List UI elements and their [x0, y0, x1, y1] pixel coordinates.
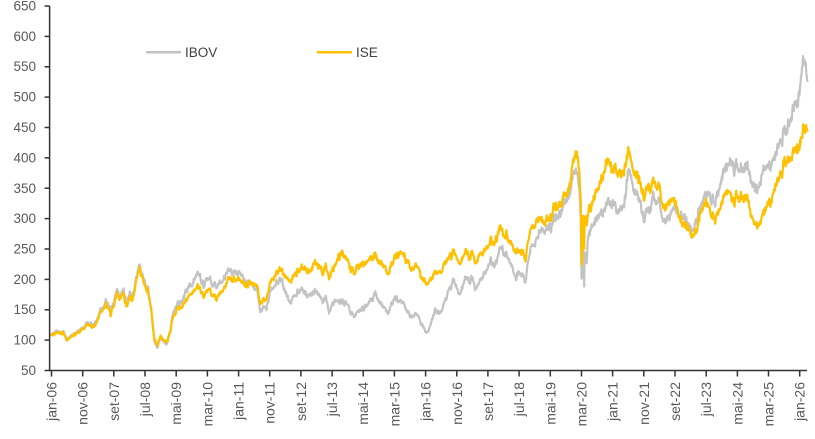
svg-text:400: 400	[13, 150, 36, 165]
svg-text:200: 200	[13, 272, 36, 287]
svg-text:jan-26: jan-26	[792, 382, 808, 422]
svg-text:jul-23: jul-23	[698, 382, 714, 417]
svg-text:nov-06: nov-06	[75, 382, 91, 425]
svg-text:150: 150	[13, 302, 36, 317]
svg-text:ISE: ISE	[356, 45, 378, 60]
svg-text:mar-10: mar-10	[199, 382, 215, 427]
svg-text:set-07: set-07	[106, 382, 122, 421]
svg-text:mar-20: mar-20	[574, 382, 590, 427]
svg-text:100: 100	[13, 333, 36, 348]
svg-text:jan-16: jan-16	[418, 382, 434, 422]
svg-text:mar-15: mar-15	[386, 382, 402, 427]
svg-text:set-12: set-12	[293, 382, 309, 421]
svg-text:350: 350	[13, 181, 36, 196]
svg-text:650: 650	[13, 0, 36, 14]
svg-text:450: 450	[13, 120, 36, 135]
svg-text:mai-09: mai-09	[168, 382, 184, 425]
svg-text:600: 600	[13, 29, 36, 44]
svg-text:300: 300	[13, 211, 36, 226]
svg-text:set-17: set-17	[480, 382, 496, 421]
svg-text:mai-19: mai-19	[542, 382, 558, 425]
svg-text:500: 500	[13, 90, 36, 105]
svg-text:nov-11: nov-11	[262, 382, 278, 424]
svg-text:jul-18: jul-18	[511, 382, 527, 417]
svg-text:jul-13: jul-13	[324, 382, 340, 417]
svg-text:nov-16: nov-16	[449, 382, 465, 425]
svg-text:550: 550	[13, 59, 36, 74]
svg-text:250: 250	[13, 242, 36, 257]
svg-text:mai-14: mai-14	[355, 382, 371, 425]
svg-text:mai-24: mai-24	[729, 382, 745, 425]
svg-text:jan-06: jan-06	[44, 382, 60, 422]
svg-text:jan-11: jan-11	[231, 382, 247, 421]
svg-text:IBOV: IBOV	[185, 45, 217, 60]
svg-text:nov-21: nov-21	[636, 382, 652, 425]
svg-text:jul-08: jul-08	[137, 382, 153, 417]
svg-text:mar-25: mar-25	[761, 382, 777, 427]
svg-text:50: 50	[21, 363, 36, 378]
svg-text:set-22: set-22	[667, 382, 683, 421]
svg-text:jan-21: jan-21	[605, 382, 621, 422]
